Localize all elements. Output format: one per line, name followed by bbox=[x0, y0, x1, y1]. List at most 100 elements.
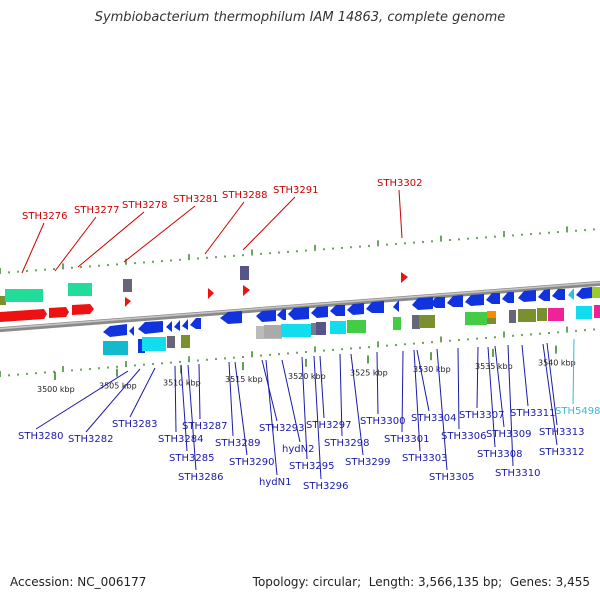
gene-reverse[interactable] bbox=[166, 321, 172, 332]
gene-block[interactable] bbox=[487, 318, 496, 324]
gene-label-bottom[interactable]: STH3306 bbox=[441, 431, 486, 442]
gene-label-bottom[interactable]: hydN1 bbox=[259, 477, 291, 488]
gene-block[interactable] bbox=[123, 279, 132, 292]
gene-label-bottom[interactable]: STH3305 bbox=[429, 472, 474, 483]
gene-reverse[interactable] bbox=[568, 288, 574, 300]
gene-reverse[interactable] bbox=[129, 326, 134, 336]
gene-label-top[interactable]: STH3276 bbox=[22, 211, 67, 222]
gene-label-bottom[interactable]: STH3280 bbox=[18, 431, 63, 442]
gene-forward[interactable] bbox=[208, 288, 214, 299]
gene-label-bottom[interactable]: STH3310 bbox=[495, 468, 540, 479]
gene-block[interactable] bbox=[548, 308, 564, 321]
gene-label-bottom[interactable]: STH3313 bbox=[539, 427, 584, 438]
gene-label-bottom[interactable]: STH3289 bbox=[215, 438, 260, 449]
gene-label-top[interactable]: STH3291 bbox=[273, 185, 318, 196]
gene-forward[interactable] bbox=[243, 285, 250, 296]
gene-block[interactable] bbox=[181, 335, 190, 348]
gene-label-top[interactable]: STH3302 bbox=[377, 178, 422, 189]
gene-label-bottom[interactable]: STH3301 bbox=[384, 434, 429, 445]
gene-block[interactable] bbox=[393, 317, 401, 330]
gene-label-bottom[interactable]: STH3307 bbox=[459, 410, 504, 421]
gene-forward[interactable] bbox=[125, 297, 131, 307]
gene-label-top[interactable]: STH3288 bbox=[222, 190, 267, 201]
gene-block[interactable] bbox=[537, 308, 547, 321]
gene-block[interactable] bbox=[412, 315, 420, 329]
gene-block[interactable] bbox=[465, 312, 487, 325]
gene-block[interactable] bbox=[0, 296, 6, 305]
gene-block[interactable] bbox=[330, 321, 346, 334]
gene-label-bottom[interactable]: STH3287 bbox=[182, 421, 227, 432]
gene-label-bottom[interactable]: STH3283 bbox=[112, 419, 157, 430]
gene-label-bottom[interactable]: STH3282 bbox=[68, 434, 113, 445]
gene-block[interactable] bbox=[347, 320, 366, 333]
gene-reverse[interactable] bbox=[190, 318, 201, 329]
gene-reverse[interactable] bbox=[277, 309, 286, 320]
gene-label-bottom[interactable]: STH3295 bbox=[289, 461, 334, 472]
gene-label-bottom[interactable]: STH3284 bbox=[158, 434, 203, 445]
gene-reverse[interactable] bbox=[576, 287, 592, 299]
gene-reverse[interactable] bbox=[430, 297, 445, 308]
gene-reverse[interactable] bbox=[447, 295, 463, 307]
gene-forward[interactable] bbox=[401, 272, 408, 283]
gene-label-bottom[interactable]: STH3303 bbox=[402, 453, 447, 464]
gene-label-top[interactable]: STH3277 bbox=[74, 205, 119, 216]
gene-block[interactable] bbox=[311, 323, 317, 335]
gene-label-bottom[interactable]: STH3300 bbox=[360, 416, 405, 427]
gene-label-bottom[interactable]: STH3304 bbox=[411, 413, 456, 424]
gene-block[interactable] bbox=[5, 289, 43, 302]
gene-block[interactable] bbox=[264, 325, 282, 338]
gene-reverse[interactable] bbox=[412, 297, 433, 310]
gene-forward[interactable] bbox=[49, 307, 69, 318]
gene-block[interactable] bbox=[103, 341, 128, 355]
gene-reverse[interactable] bbox=[138, 321, 163, 334]
gene-reverse[interactable] bbox=[502, 292, 514, 303]
gene-forward[interactable] bbox=[0, 309, 47, 322]
gene-label-bottom[interactable]: STH3312 bbox=[539, 447, 584, 458]
gene-label-bottom[interactable]: STH5498 bbox=[555, 406, 600, 417]
gene-forward[interactable] bbox=[72, 304, 94, 315]
gene-label-bottom[interactable]: STH3286 bbox=[178, 472, 223, 483]
gene-block[interactable] bbox=[576, 306, 592, 319]
gene-label-bottom[interactable]: STH3299 bbox=[345, 457, 390, 468]
gene-reverse[interactable] bbox=[486, 293, 500, 304]
gene-block[interactable] bbox=[419, 315, 435, 328]
gene-block[interactable] bbox=[487, 311, 496, 319]
gene-reverse[interactable] bbox=[182, 319, 188, 330]
gene-label-bottom[interactable]: STH3285 bbox=[169, 453, 214, 464]
gene-reverse[interactable] bbox=[393, 300, 399, 312]
gene-reverse[interactable] bbox=[347, 303, 364, 315]
gene-label-bottom[interactable]: STH3308 bbox=[477, 449, 522, 460]
gene-reverse[interactable] bbox=[288, 307, 309, 320]
gene-label-bottom[interactable]: hydN2 bbox=[282, 444, 314, 455]
gene-block[interactable] bbox=[592, 287, 600, 298]
gene-block[interactable] bbox=[167, 336, 175, 348]
gene-reverse[interactable] bbox=[366, 301, 384, 313]
gene-label-bottom[interactable]: STH3290 bbox=[229, 457, 274, 468]
gene-reverse[interactable] bbox=[330, 305, 345, 316]
gene-reverse[interactable] bbox=[174, 320, 180, 331]
gene-label-bottom[interactable]: STH3293 bbox=[259, 423, 304, 434]
gene-block[interactable] bbox=[281, 324, 311, 337]
gene-reverse[interactable] bbox=[256, 310, 276, 322]
gene-label-bottom[interactable]: STH3297 bbox=[306, 420, 351, 431]
gene-reverse[interactable] bbox=[538, 289, 550, 301]
gene-label-bottom[interactable]: STH3311 bbox=[510, 408, 555, 419]
gene-label-top[interactable]: STH3278 bbox=[122, 200, 167, 211]
gene-label-top[interactable]: STH3281 bbox=[173, 194, 218, 205]
gene-reverse[interactable] bbox=[311, 306, 328, 318]
gene-reverse[interactable] bbox=[465, 294, 484, 306]
gene-block[interactable] bbox=[316, 322, 326, 335]
gene-block[interactable] bbox=[594, 305, 600, 318]
gene-reverse[interactable] bbox=[220, 311, 242, 324]
gene-block[interactable] bbox=[240, 266, 249, 280]
gene-label-bottom[interactable]: STH3309 bbox=[486, 429, 531, 440]
gene-label-bottom[interactable]: STH3296 bbox=[303, 481, 348, 492]
gene-reverse[interactable] bbox=[518, 290, 536, 302]
gene-reverse[interactable] bbox=[552, 289, 565, 300]
gene-block[interactable] bbox=[138, 339, 145, 353]
gene-block[interactable] bbox=[518, 309, 536, 322]
gene-block[interactable] bbox=[142, 337, 166, 351]
gene-block[interactable] bbox=[68, 283, 92, 296]
gene-label-bottom[interactable]: STH3298 bbox=[324, 438, 369, 449]
